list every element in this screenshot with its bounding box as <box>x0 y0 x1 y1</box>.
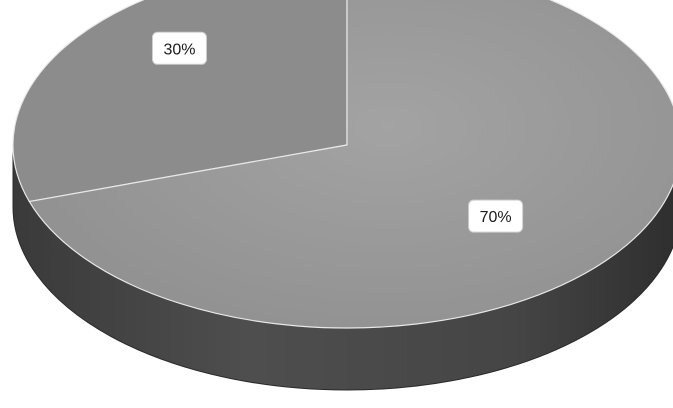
slice-30-percent <box>12 0 348 203</box>
slice-label-box <box>468 199 524 233</box>
slice-70-percent <box>28 0 673 329</box>
pie-top-face <box>12 0 673 329</box>
slice-label-text: 70% <box>480 209 512 226</box>
slice-label-2: 70% <box>468 199 524 233</box>
slice-label-text: 30% <box>163 41 195 58</box>
slice-label-box <box>151 31 207 65</box>
slice-label-1: 30% <box>151 31 207 65</box>
slice-labels: 30% 70% <box>151 31 524 233</box>
